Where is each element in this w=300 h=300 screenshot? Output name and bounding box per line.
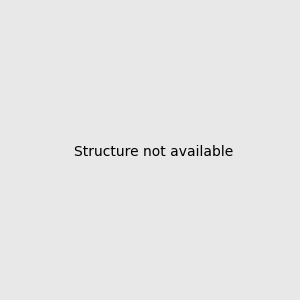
Text: Structure not available: Structure not available (74, 145, 233, 158)
